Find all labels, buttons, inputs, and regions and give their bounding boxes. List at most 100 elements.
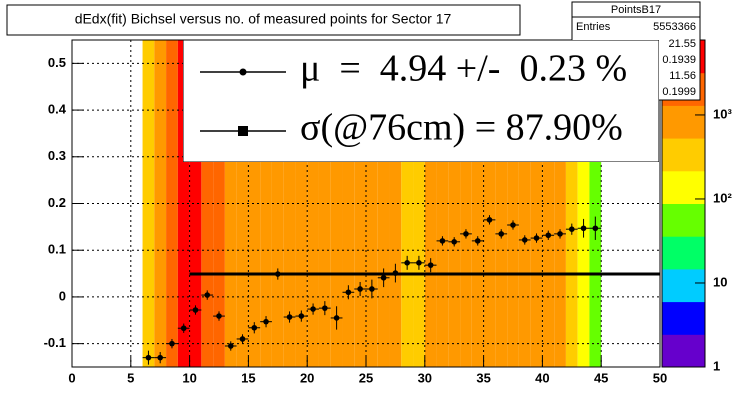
x-tick-label: 45 (594, 370, 608, 385)
point (369, 286, 375, 292)
stats-value: 21.55 (668, 38, 696, 50)
point (463, 231, 469, 237)
point (227, 343, 234, 349)
point (439, 238, 446, 244)
point (416, 260, 422, 266)
heat-cell (448, 40, 461, 367)
point (580, 225, 587, 232)
legend-marker (238, 126, 248, 136)
color-band (662, 170, 705, 204)
point (498, 231, 505, 237)
point (322, 305, 328, 311)
color-band (662, 138, 705, 172)
point (486, 217, 493, 223)
point (251, 324, 258, 331)
heat-cell (248, 40, 261, 367)
color-band (662, 236, 705, 270)
color-band (662, 268, 705, 303)
point (310, 306, 316, 312)
point (521, 237, 528, 243)
plot-area (71, 40, 661, 367)
heat-cell (189, 40, 202, 367)
point (333, 315, 340, 321)
x-tick-label: 25 (359, 370, 373, 385)
heat-cell (224, 40, 237, 367)
point (357, 286, 363, 292)
heat-cell (460, 40, 472, 367)
point (216, 313, 222, 319)
point (545, 232, 552, 239)
point (427, 262, 434, 268)
stats-title: PointsB17 (611, 4, 661, 16)
x-tick-label: 20 (300, 370, 314, 385)
heat-cell (318, 40, 331, 367)
point (298, 313, 305, 319)
y-tick-label: 0.3 (48, 148, 66, 163)
stats-value: 5553366 (653, 21, 696, 33)
color-band (662, 334, 705, 368)
stats-value: 0.1999 (662, 86, 696, 98)
point (169, 340, 175, 347)
point (592, 225, 599, 232)
heat-cell (530, 40, 543, 367)
point (157, 354, 163, 361)
heat-cell (166, 40, 178, 367)
heat-cell (283, 40, 296, 367)
point (180, 325, 187, 332)
heat-cell (389, 40, 402, 367)
stats-label: Entries (576, 21, 611, 33)
z-tick-label: 10³ (713, 106, 732, 121)
point (286, 314, 293, 320)
point (474, 238, 481, 244)
legend-label: σ(@76cm) = 87.90% (300, 107, 623, 149)
point (204, 292, 211, 298)
point (263, 318, 269, 325)
z-tick-label: 10 (713, 274, 727, 289)
point (380, 274, 387, 281)
x-tick-label: 50 (653, 370, 667, 385)
title-box (6, 4, 521, 36)
point (569, 226, 575, 232)
heat-cell (589, 40, 602, 367)
point (345, 289, 352, 296)
y-tick-label: 0.4 (48, 102, 67, 117)
legend-frame (183, 40, 659, 162)
color-band (662, 301, 705, 335)
heat-cell (565, 40, 578, 367)
y-tick-label: 0.5 (48, 55, 66, 70)
z-tick-label: 10² (713, 190, 732, 205)
y-tick-label: -0.1 (44, 335, 66, 350)
y-tick-label: 0.2 (48, 195, 66, 210)
heat-cell (483, 40, 496, 367)
heat-cell (295, 40, 308, 367)
point (510, 222, 516, 228)
point (557, 231, 563, 237)
stats-value: 0.1939 (662, 54, 696, 66)
color-band (662, 105, 705, 139)
legend-label: μ = 4.94 +/- 0.23 % (300, 48, 627, 90)
point (192, 307, 199, 313)
x-tick-label: 10 (182, 370, 196, 385)
heat-cell (518, 40, 531, 367)
point (145, 354, 152, 361)
x-tick-label: 15 (241, 370, 255, 385)
color-band (662, 203, 705, 237)
y-tick-label: 0.1 (48, 242, 66, 257)
heat-cell (354, 40, 366, 367)
heat-cell (366, 40, 378, 367)
point (451, 239, 458, 245)
legend: μ = 4.94 +/- 0.23 % σ(@76cm) = 87.90% (183, 40, 659, 162)
x-tick-label: 5 (127, 370, 134, 385)
heat-cell (554, 40, 566, 367)
point (239, 336, 246, 342)
legend-marker (239, 68, 247, 76)
point (533, 235, 540, 241)
heat-cell (330, 40, 343, 367)
stats-value: 11.56 (669, 70, 696, 82)
x-tick-label: 40 (535, 370, 549, 385)
heat-cell (260, 40, 272, 367)
x-tick-label: 0 (68, 370, 75, 385)
heat-cell (495, 40, 508, 367)
